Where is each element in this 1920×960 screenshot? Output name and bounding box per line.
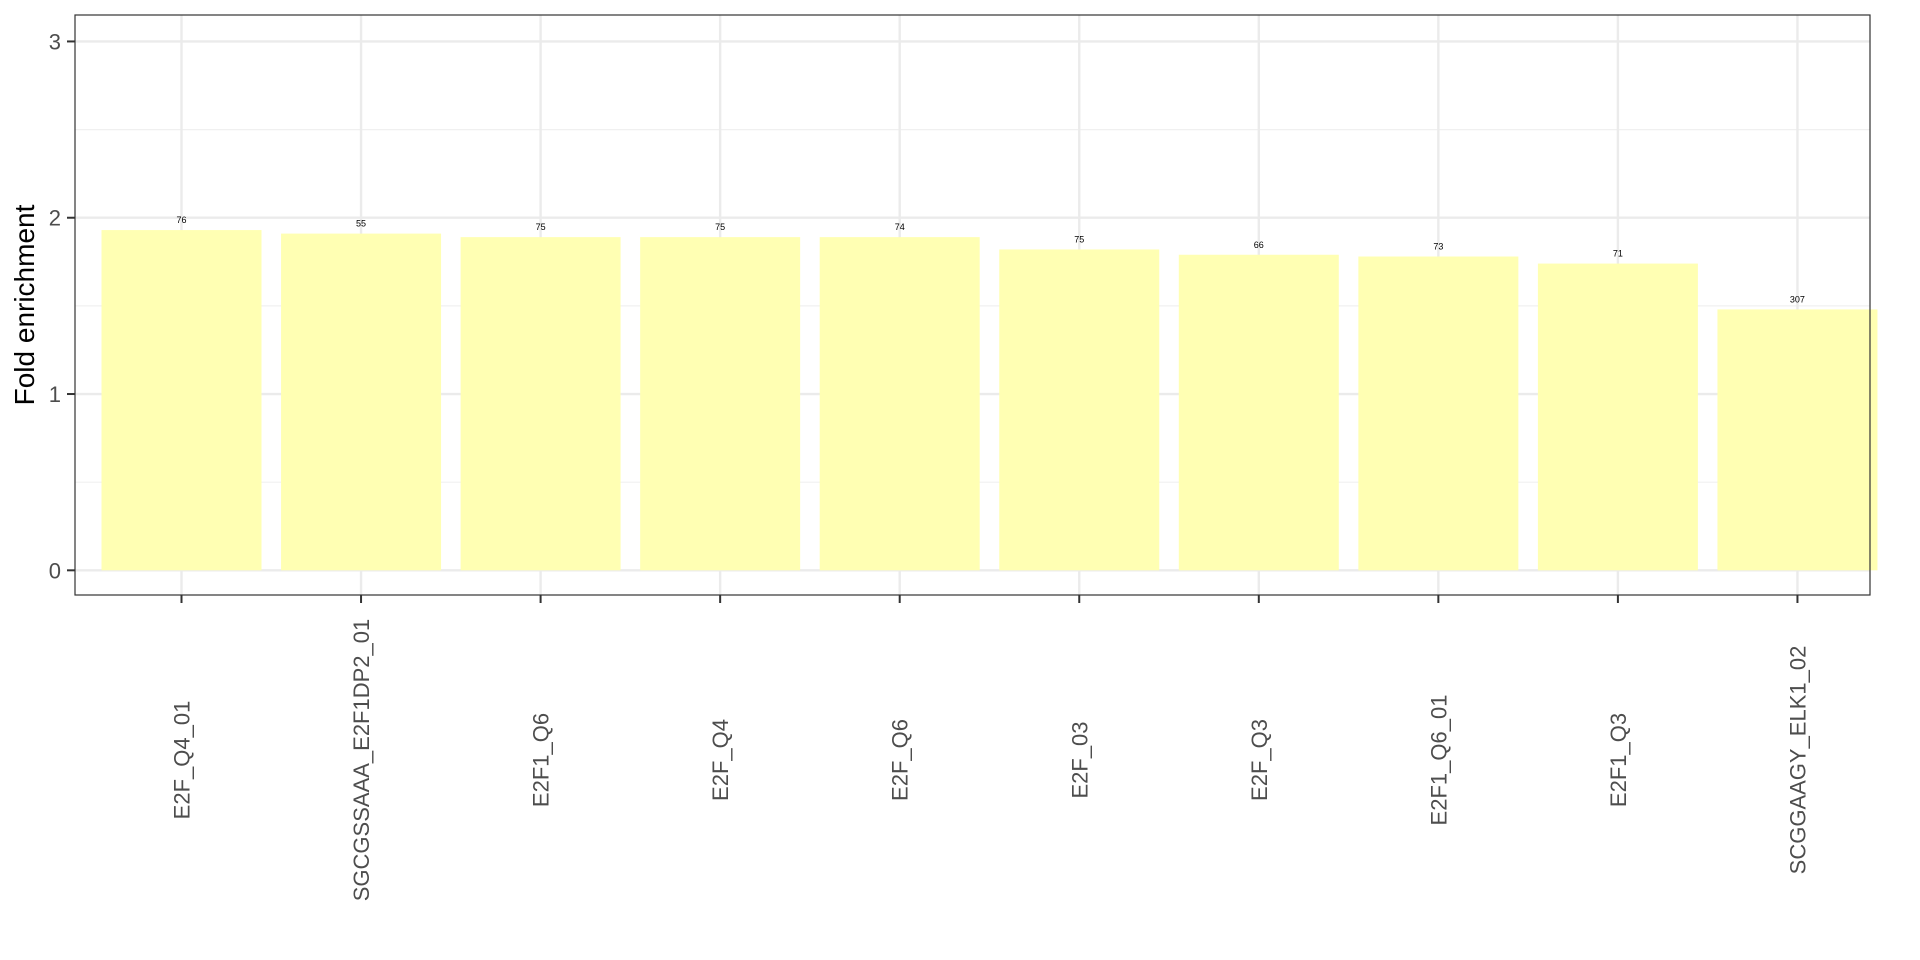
bar-value-label: 74 xyxy=(895,222,905,232)
bar-value-label: 71 xyxy=(1613,249,1623,259)
x-tick-label: SCGGAAGY_ELK1_02 xyxy=(1785,646,1810,875)
y-tick-label: 1 xyxy=(49,382,61,407)
x-tick-label: SGCGSSAAA_E2F1DP2_01 xyxy=(349,619,374,901)
bar-value-label: 66 xyxy=(1254,240,1264,250)
bar xyxy=(1178,254,1339,571)
bar xyxy=(460,237,621,571)
bar xyxy=(281,233,442,571)
bar-value-label: 75 xyxy=(1074,234,1084,244)
plot-panel-border xyxy=(74,14,1871,596)
y-tick-label: 3 xyxy=(49,29,61,54)
bar xyxy=(101,230,262,571)
bars xyxy=(101,230,1878,571)
bar-value-label: 55 xyxy=(356,219,366,229)
y-axis-title: Fold enrichment xyxy=(9,204,40,405)
bar-value-label: 75 xyxy=(536,222,546,232)
y-tick-label: 2 xyxy=(49,206,61,231)
bar-value-label: 75 xyxy=(715,222,725,232)
bar xyxy=(1358,256,1519,571)
bar-value-label: 73 xyxy=(1433,242,1443,252)
x-tick-label: E2F_Q4_01 xyxy=(170,701,195,820)
data-labels: 76 55 75 75 74 75 66 73 71 307 xyxy=(176,215,1804,304)
y-axis: 0 1 2 3 xyxy=(49,29,75,583)
x-tick-label: E2F1_Q3 xyxy=(1606,713,1631,807)
bar xyxy=(640,237,801,571)
x-tick-label: E2F_Q3 xyxy=(1247,719,1272,801)
x-tick-label: E2F_03 xyxy=(1067,721,1092,798)
x-tick-label: E2F_Q6 xyxy=(888,719,913,801)
bar xyxy=(819,237,980,571)
y-tick-label: 0 xyxy=(49,558,61,583)
bar xyxy=(1537,263,1698,571)
bar-value-label: 76 xyxy=(176,215,186,225)
bar-value-label: 307 xyxy=(1790,294,1805,304)
bar xyxy=(999,249,1160,571)
x-axis: E2F_Q4_01 SGCGSSAAA_E2F1DP2_01 E2F1_Q6 E2F_… xyxy=(170,595,1810,901)
x-tick-label: E2F1_Q6_01 xyxy=(1426,695,1451,826)
x-tick-label: E2F_Q4 xyxy=(708,719,733,801)
x-tick-label: E2F1_Q6 xyxy=(529,713,554,807)
bar xyxy=(1717,309,1878,571)
